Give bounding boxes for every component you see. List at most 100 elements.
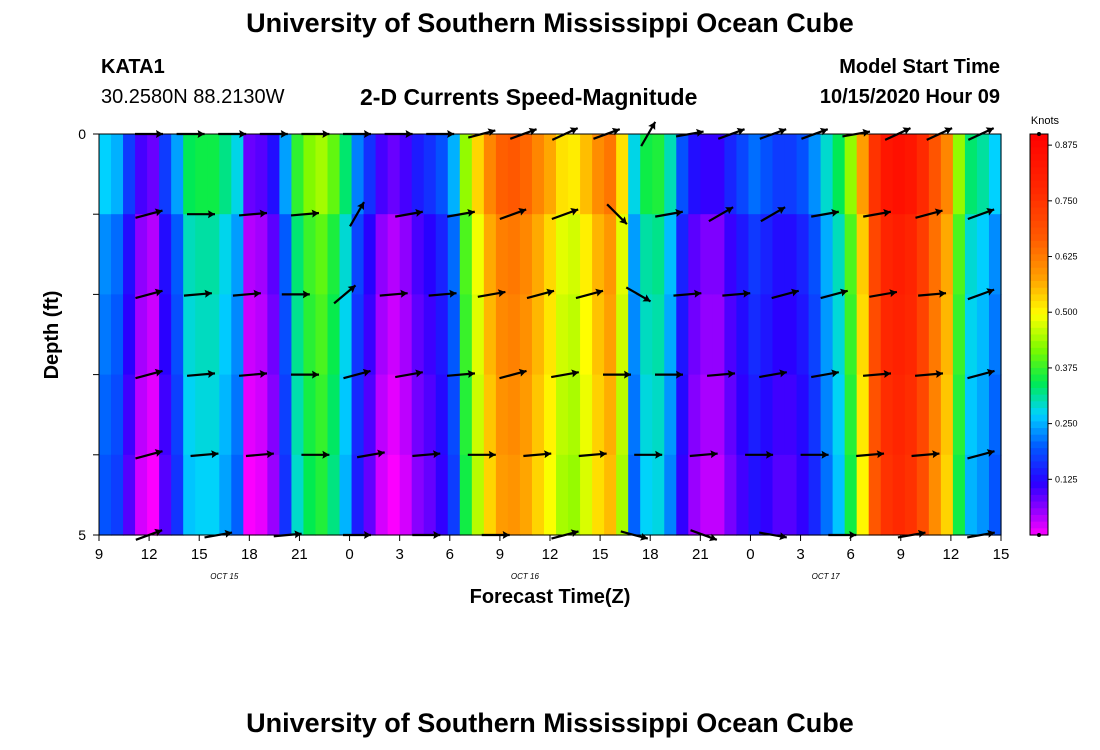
heatmap-cell — [123, 374, 136, 456]
model-start-time: 10/15/2020 Hour 09 — [819, 86, 1000, 108]
current-vector-arrow — [722, 289, 751, 298]
colorbar-segment — [1030, 401, 1048, 409]
colorbar-tick-label: 0.500 — [1055, 307, 1078, 317]
colorbar-segment — [1030, 194, 1048, 202]
heatmap-cell — [435, 374, 449, 456]
current-vector-arrow — [603, 370, 631, 379]
current-vector-arrow — [187, 210, 215, 219]
colorbar-segment — [1030, 341, 1048, 349]
heatmap-cell — [459, 454, 473, 536]
heatmap-cell — [195, 214, 208, 295]
colorbar-segment — [1030, 294, 1048, 302]
heatmap-cell — [219, 134, 232, 215]
heatmap-cell — [111, 214, 124, 295]
current-vector-arrow — [800, 450, 829, 459]
heatmap-cell — [652, 454, 665, 536]
current-vector-arrow — [238, 370, 268, 378]
heatmap-cell — [411, 134, 425, 215]
current-vector-arrow — [395, 209, 423, 218]
heatmap-cell — [351, 454, 365, 536]
current-vector-arrow — [447, 209, 475, 218]
heatmap-cell — [99, 374, 112, 456]
heatmap-cell — [471, 294, 485, 376]
colorbar-segment — [1030, 508, 1048, 516]
heatmap-cell — [495, 214, 509, 295]
heatmap-cell — [988, 134, 1002, 215]
heatmap-cell — [580, 294, 593, 376]
current-vector-arrow — [186, 370, 216, 378]
current-vector-arrow — [869, 289, 898, 298]
heatmap-cell — [808, 374, 822, 456]
heatmap-cell — [844, 454, 858, 536]
heatmap-cell — [832, 134, 846, 215]
heatmap-cell — [483, 374, 497, 456]
heatmap-cell — [796, 294, 810, 376]
heatmap-cell — [628, 294, 641, 376]
heatmap-cell — [580, 454, 593, 536]
heatmap-cell — [688, 214, 701, 295]
heatmap-cell — [531, 294, 545, 376]
heatmap-cell — [604, 214, 617, 295]
page-title: University of Southern Mississippi Ocean… — [246, 8, 854, 38]
heatmap-cell — [556, 294, 569, 376]
heatmap-cell — [580, 214, 593, 295]
heatmap-cell — [820, 214, 834, 295]
colorbar-tick-label: 0.375 — [1055, 363, 1078, 373]
colorbar-segment — [1030, 387, 1048, 396]
heatmap-cell — [712, 454, 725, 536]
heatmap-cell — [568, 374, 581, 456]
colorbar-tick-label: 0.750 — [1055, 196, 1078, 206]
heatmap-cell — [471, 134, 485, 215]
heatmap-cell — [808, 454, 822, 536]
current-vector-arrow — [499, 208, 527, 221]
heatmap-cell — [363, 294, 377, 376]
colorbar-segment — [1030, 481, 1048, 489]
x-tick-label: 12 — [141, 546, 158, 563]
heatmap-cell — [207, 454, 220, 536]
heatmap-cell — [652, 294, 665, 376]
heatmap-cell — [471, 454, 485, 536]
colorbar-segment — [1030, 468, 1048, 476]
colorbar-segment — [1030, 267, 1048, 275]
heatmap-cell — [772, 374, 786, 456]
heatmap-cell — [339, 454, 353, 536]
heatmap-cell — [135, 214, 148, 295]
colorbar-segment — [1030, 180, 1048, 189]
current-vector-arrow — [911, 450, 940, 459]
heatmap-cell — [652, 134, 665, 215]
heatmap-cell — [988, 454, 1002, 536]
heatmap-cell — [784, 294, 798, 376]
heatmap-cell — [748, 214, 762, 295]
heatmap-cell — [519, 294, 533, 376]
heatmap-cell — [964, 294, 978, 376]
heatmap-cell — [904, 214, 918, 295]
current-vector-arrow — [290, 209, 320, 218]
colorbar: 0.125 0.250 0.375 0.500 0.625 0.750 0.875 — [1029, 132, 1078, 537]
y-tick-label: 0 — [78, 126, 86, 142]
heatmap-cell — [543, 294, 557, 376]
current-vector-arrow — [708, 206, 734, 223]
heatmap-cell — [916, 214, 930, 295]
heatmap-cell — [159, 294, 172, 376]
colorbar-segment — [1030, 187, 1048, 195]
current-vector-arrow — [238, 209, 268, 218]
current-vector-arrow — [811, 369, 839, 379]
heatmap-cell — [447, 214, 461, 295]
x-tick-label: 9 — [496, 546, 504, 563]
colorbar-segment — [1030, 354, 1048, 362]
heatmap-cell — [976, 134, 990, 215]
colorbar-segment — [1030, 421, 1048, 429]
heatmap-cell — [892, 134, 906, 215]
heatmap-cell — [892, 214, 906, 295]
current-vector-arrow — [575, 288, 604, 300]
heatmap-cell — [219, 294, 232, 376]
heatmap-cell — [712, 134, 725, 215]
heatmap-cell — [688, 294, 701, 376]
heatmap-cell — [688, 454, 701, 536]
heatmap-cell — [255, 294, 268, 376]
heatmap-cell — [291, 294, 305, 376]
colorbar-segment — [1030, 414, 1048, 422]
heatmap-cell — [856, 294, 870, 376]
heatmap-cell — [628, 374, 641, 456]
heatmap-cell — [688, 134, 701, 215]
